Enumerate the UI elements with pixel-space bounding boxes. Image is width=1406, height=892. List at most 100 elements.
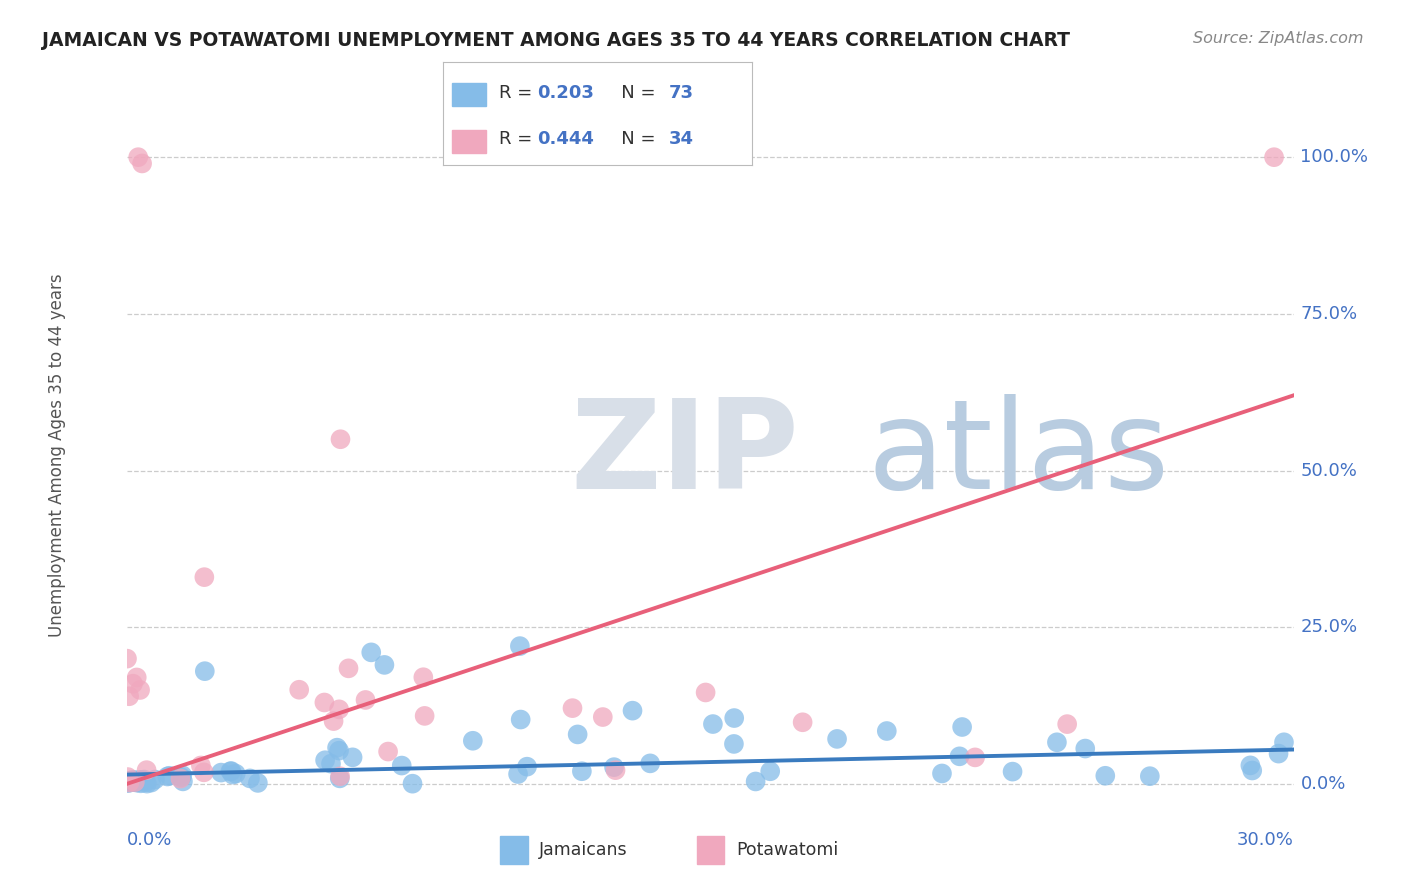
- Point: [621, 704, 644, 718]
- Text: N =: N =: [603, 130, 661, 148]
- Point: [314, 696, 336, 710]
- Point: [342, 750, 364, 764]
- Text: Source: ZipAtlas.com: Source: ZipAtlas.com: [1194, 31, 1364, 46]
- Point: [120, 773, 142, 788]
- Point: [322, 714, 344, 728]
- Text: 0.0%: 0.0%: [1301, 775, 1346, 793]
- Point: [131, 156, 153, 170]
- Text: ZIP: ZIP: [569, 394, 799, 516]
- FancyBboxPatch shape: [501, 836, 527, 863]
- Point: [131, 773, 153, 788]
- Point: [506, 767, 529, 781]
- Point: [118, 775, 141, 789]
- Point: [246, 776, 269, 790]
- Point: [825, 731, 848, 746]
- Point: [605, 763, 627, 777]
- Text: 73: 73: [669, 84, 693, 103]
- Point: [328, 744, 350, 758]
- Point: [412, 670, 434, 684]
- Point: [117, 776, 139, 790]
- Point: [124, 775, 146, 789]
- Point: [172, 768, 194, 782]
- Point: [125, 775, 148, 789]
- Text: Potawatomi: Potawatomi: [737, 840, 838, 859]
- Point: [190, 758, 212, 772]
- Point: [117, 774, 139, 789]
- Point: [329, 769, 352, 783]
- Text: Jamaicans: Jamaicans: [540, 840, 628, 859]
- Text: 0.444: 0.444: [537, 130, 595, 148]
- Point: [759, 764, 782, 779]
- Text: atlas: atlas: [868, 394, 1170, 516]
- Point: [571, 764, 593, 779]
- Point: [603, 760, 626, 774]
- Point: [209, 765, 232, 780]
- Point: [143, 772, 166, 787]
- Point: [373, 657, 395, 672]
- Point: [931, 766, 953, 780]
- Point: [170, 770, 193, 784]
- Point: [360, 645, 382, 659]
- Point: [1056, 717, 1078, 731]
- Text: 50.0%: 50.0%: [1301, 461, 1357, 480]
- Point: [319, 756, 342, 771]
- Point: [592, 710, 614, 724]
- Point: [193, 570, 215, 584]
- Point: [377, 745, 399, 759]
- Point: [638, 756, 661, 771]
- Point: [193, 765, 215, 780]
- Point: [329, 772, 352, 786]
- Point: [127, 150, 149, 164]
- Text: 75.0%: 75.0%: [1301, 305, 1358, 323]
- Point: [121, 775, 143, 789]
- Point: [122, 774, 145, 789]
- Text: 30.0%: 30.0%: [1237, 830, 1294, 848]
- Point: [156, 770, 179, 784]
- Point: [124, 772, 146, 787]
- Point: [948, 749, 970, 764]
- Point: [125, 775, 148, 789]
- Point: [239, 772, 262, 786]
- Point: [124, 774, 146, 789]
- Point: [792, 715, 814, 730]
- Point: [135, 763, 157, 777]
- Point: [329, 432, 352, 446]
- Point: [129, 776, 152, 790]
- Point: [744, 774, 766, 789]
- Point: [125, 774, 148, 789]
- Point: [122, 676, 145, 690]
- Point: [1139, 769, 1161, 783]
- Text: 0.203: 0.203: [537, 84, 595, 103]
- Point: [401, 777, 423, 791]
- FancyBboxPatch shape: [453, 83, 486, 105]
- Point: [157, 769, 180, 783]
- Point: [328, 702, 350, 716]
- Point: [1241, 764, 1264, 778]
- Point: [1263, 150, 1285, 164]
- Point: [509, 713, 531, 727]
- Point: [1267, 747, 1289, 761]
- Point: [1272, 735, 1295, 749]
- Point: [702, 717, 724, 731]
- Point: [314, 753, 336, 767]
- Point: [723, 737, 745, 751]
- Text: 0.0%: 0.0%: [127, 830, 172, 848]
- Point: [172, 774, 194, 789]
- Point: [354, 693, 377, 707]
- Point: [1074, 741, 1097, 756]
- FancyBboxPatch shape: [697, 836, 724, 863]
- Point: [950, 720, 973, 734]
- Point: [516, 759, 538, 773]
- Point: [125, 670, 148, 684]
- Point: [136, 776, 159, 790]
- Text: 25.0%: 25.0%: [1301, 618, 1358, 636]
- Point: [337, 661, 360, 675]
- Point: [115, 651, 138, 665]
- Point: [723, 711, 745, 725]
- Point: [194, 664, 217, 678]
- Point: [965, 750, 987, 764]
- Point: [141, 775, 163, 789]
- Point: [118, 690, 141, 704]
- Point: [121, 773, 143, 788]
- Text: 34: 34: [669, 130, 693, 148]
